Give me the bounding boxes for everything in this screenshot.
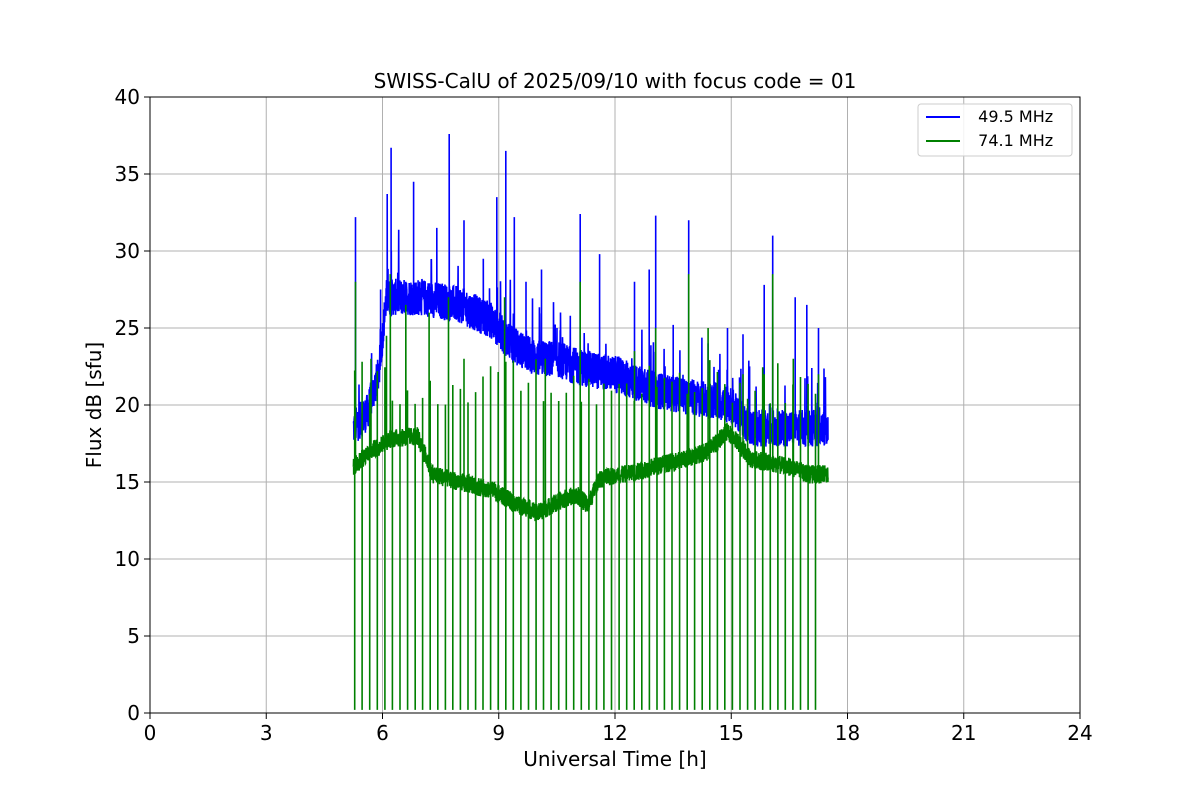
y-axis-label: Flux dB [sfu] (82, 342, 106, 468)
legend: 49.5 MHz 74.1 MHz (917, 103, 1073, 157)
series-line-74-1-mhz (352, 274, 829, 710)
axis-ticks: 0 3 6 9 12 15 18 21 24 0 5 10 15 20 25 30 35 40 (115, 85, 1093, 745)
y-tick-label: 40 (115, 85, 140, 109)
series-layer (352, 133, 829, 710)
x-tick-label: 15 (719, 721, 744, 745)
y-tick-label: 25 (115, 316, 140, 340)
y-tick-label: 15 (115, 470, 140, 494)
series-line-49-5-mhz (352, 133, 829, 448)
x-tick-label: 18 (835, 721, 860, 745)
x-tick-label: 9 (492, 721, 505, 745)
legend-label-74-1-mhz: 74.1 MHz (968, 131, 1053, 150)
y-tick-label: 35 (115, 162, 140, 186)
y-tick-label: 5 (127, 624, 140, 648)
y-tick-label: 10 (115, 547, 140, 571)
x-tick-label: 12 (602, 721, 627, 745)
y-tick-label: 30 (115, 239, 140, 263)
y-tick-label: 20 (115, 393, 140, 417)
x-tick-label: 24 (1067, 721, 1092, 745)
y-tick-label: 0 (127, 701, 140, 725)
chart-title: SWISS-CalU of 2025/09/10 with focus code… (374, 69, 857, 93)
x-tick-label: 21 (951, 721, 976, 745)
x-axis-label: Universal Time [h] (523, 747, 706, 771)
x-tick-label: 0 (144, 721, 157, 745)
x-tick-label: 6 (376, 721, 389, 745)
legend-label-49-5-mhz: 49.5 MHz (968, 107, 1053, 126)
x-tick-label: 3 (260, 721, 273, 745)
